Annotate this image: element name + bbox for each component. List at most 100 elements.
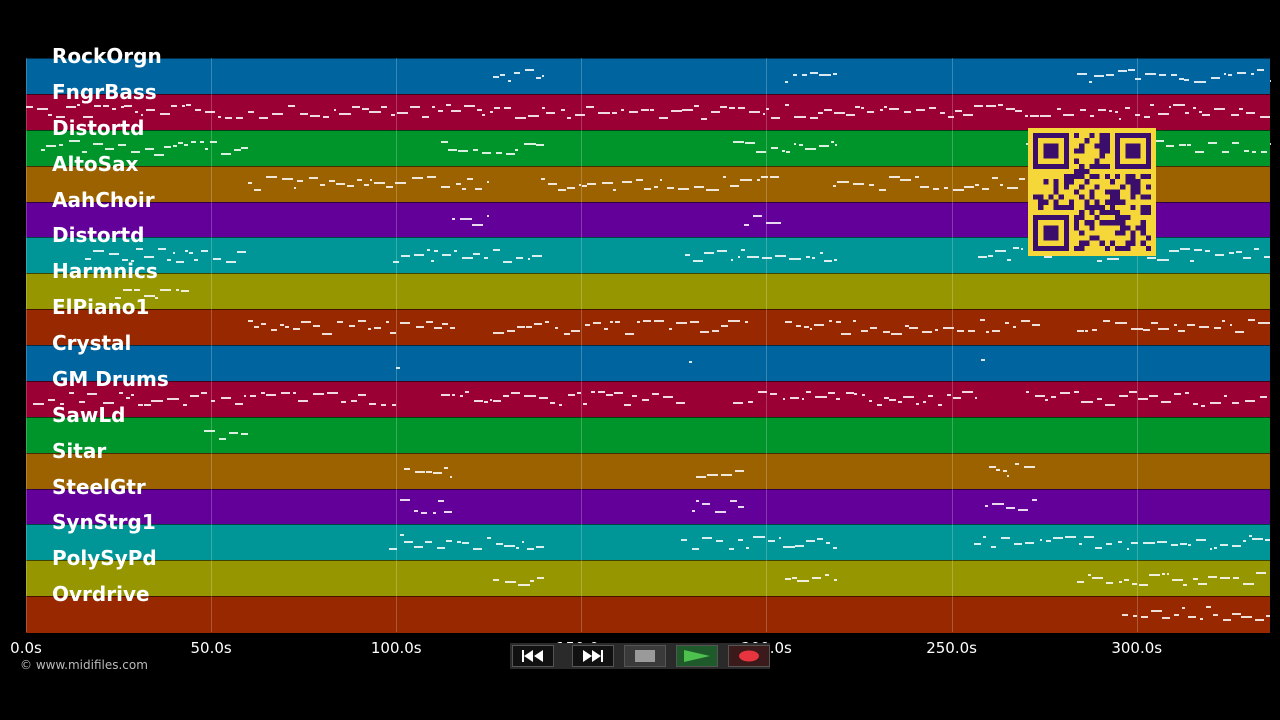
track-lane[interactable]	[26, 560, 1270, 597]
note-mark	[233, 148, 241, 151]
note-mark	[204, 111, 216, 114]
note-mark	[292, 327, 300, 330]
note-mark	[328, 179, 336, 182]
track-lane[interactable]	[26, 416, 1270, 454]
note-mark	[392, 260, 400, 263]
note-mark	[434, 327, 442, 330]
note-mark	[615, 320, 620, 323]
note-mark	[1077, 72, 1088, 75]
note-mark	[37, 107, 49, 110]
note-mark	[125, 396, 130, 399]
note-mark	[877, 404, 883, 407]
note-mark	[1121, 613, 1128, 616]
note-mark	[1213, 613, 1218, 616]
note-mark	[717, 249, 727, 252]
note-mark	[333, 109, 337, 112]
stop-button[interactable]	[624, 645, 666, 667]
track-lane[interactable]	[26, 58, 1270, 95]
note-mark	[810, 327, 813, 330]
note-mark	[916, 108, 925, 111]
note-mark	[1230, 113, 1240, 116]
note-mark	[964, 186, 974, 189]
track-lane[interactable]	[26, 273, 1270, 310]
note-mark	[426, 248, 430, 251]
fast-forward-button[interactable]	[572, 645, 614, 667]
note-mark	[1249, 535, 1252, 538]
note-mark	[457, 149, 468, 152]
note-mark	[786, 151, 790, 154]
rewind-button[interactable]	[512, 645, 554, 667]
note-mark	[308, 176, 319, 179]
note-mark	[621, 180, 632, 183]
note-mark	[1158, 74, 1166, 77]
note-mark	[934, 329, 938, 332]
note-mark	[909, 327, 918, 330]
note-mark	[1115, 322, 1127, 325]
note-mark	[1231, 544, 1242, 547]
note-mark	[554, 327, 558, 330]
note-mark	[225, 116, 233, 119]
track-lane[interactable]	[26, 488, 1270, 525]
note-mark	[1172, 104, 1185, 107]
note-mark	[560, 108, 566, 111]
note-mark	[1264, 538, 1270, 541]
note-mark	[292, 392, 297, 395]
note-mark	[504, 580, 516, 583]
note-mark	[795, 325, 801, 328]
track-lane[interactable]	[26, 309, 1270, 346]
note-mark	[122, 258, 128, 261]
record-button[interactable]	[728, 645, 770, 667]
note-mark	[1085, 329, 1089, 332]
note-mark	[193, 259, 198, 262]
note-mark	[266, 394, 276, 397]
note-mark	[729, 184, 740, 187]
track-divider	[26, 93, 1270, 95]
note-mark	[628, 111, 639, 114]
note-mark	[1039, 538, 1043, 541]
note-mark	[33, 403, 44, 406]
note-mark	[390, 114, 396, 117]
note-mark	[1135, 113, 1140, 116]
note-mark	[312, 392, 324, 395]
note-mark	[712, 330, 719, 333]
note-mark	[1025, 541, 1034, 544]
note-mark	[694, 186, 705, 189]
track-lane[interactable]	[26, 596, 1270, 633]
note-mark	[841, 332, 851, 335]
note-mark	[1194, 80, 1206, 83]
note-mark	[692, 509, 695, 512]
note-mark	[729, 107, 735, 110]
note-mark	[933, 187, 940, 190]
track-lane[interactable]	[26, 345, 1270, 382]
note-mark	[210, 399, 215, 402]
note-mark	[1223, 395, 1228, 397]
note-mark	[415, 471, 426, 474]
note-mark	[424, 541, 433, 544]
note-mark	[68, 139, 81, 142]
note-mark	[1165, 144, 1174, 147]
note-mark	[797, 579, 809, 582]
note-mark	[823, 109, 833, 112]
note-mark	[671, 110, 682, 113]
play-button[interactable]	[676, 645, 718, 667]
note-mark	[144, 294, 155, 297]
track-lane[interactable]	[26, 93, 1270, 131]
track-divider	[26, 524, 1270, 526]
note-mark	[1065, 536, 1077, 539]
fast-forward-icon	[583, 650, 603, 662]
note-mark	[430, 259, 434, 262]
track-divider	[26, 452, 1270, 454]
note-mark	[483, 257, 488, 260]
note-mark	[413, 510, 418, 513]
track-lane[interactable]	[26, 524, 1270, 561]
note-mark	[1023, 466, 1036, 469]
note-mark	[473, 400, 483, 403]
note-mark	[974, 105, 984, 108]
track-lane[interactable]	[26, 452, 1270, 489]
note-mark	[1202, 113, 1210, 116]
note-mark	[437, 109, 443, 112]
note-mark	[369, 111, 381, 114]
note-mark	[296, 179, 304, 182]
note-mark	[281, 392, 290, 395]
note-mark	[456, 541, 461, 544]
